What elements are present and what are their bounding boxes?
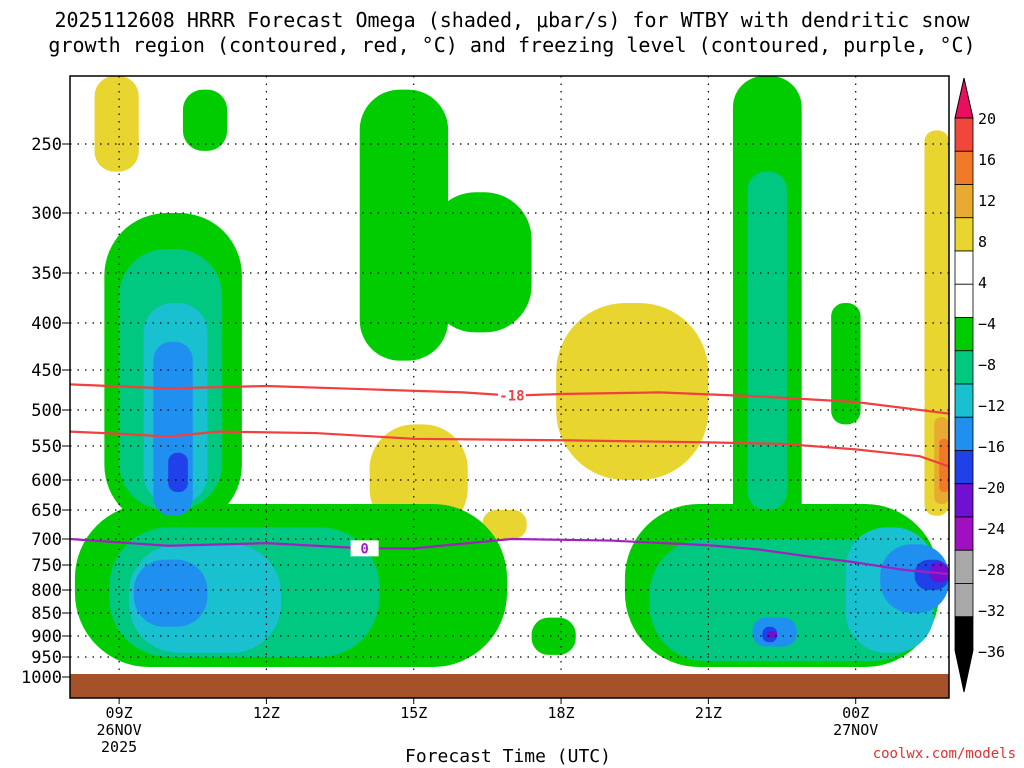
colorbar-box-9 <box>954 416 974 451</box>
colorbar-label-8: −16 <box>978 438 1005 456</box>
colorbar-label-6: −8 <box>978 356 996 374</box>
x-tick-date-09Z: 26NOV <box>97 721 142 739</box>
x-tick-label-12Z: 12Z <box>253 704 280 722</box>
y-tick-label-400: 400 <box>31 314 62 334</box>
omega-region-neg4-5 <box>182 89 228 151</box>
y-tick-label-900: 900 <box>31 627 62 647</box>
x-tick-label-00Z: 00Z <box>842 704 869 722</box>
omega-region-4-4 <box>924 130 949 410</box>
colorbar-box-0 <box>954 117 974 152</box>
contour-label-freezing-level: 0 <box>360 541 368 557</box>
x-tick-label-15Z: 15Z <box>400 704 427 722</box>
colorbar-label-1: 16 <box>978 151 996 169</box>
y-tick-label-650: 650 <box>31 501 62 521</box>
omega-region-4-2 <box>482 510 527 539</box>
colorbar-box-10 <box>954 450 974 485</box>
y-tick-label-600: 600 <box>31 471 62 491</box>
y-tick-label-350: 350 <box>31 264 62 284</box>
y-tick-label-550: 550 <box>31 437 62 457</box>
omega-shading <box>74 76 949 667</box>
y-tick-label-300: 300 <box>31 204 62 224</box>
colorbar-box-6 <box>954 317 974 352</box>
y-tick-label-1000: 1000 <box>21 668 62 688</box>
omega-region-neg4-6 <box>359 89 449 361</box>
colorbar-box-8 <box>954 383 974 418</box>
colorbar-label-12: −32 <box>978 602 1005 620</box>
colorbar-label-5: −4 <box>978 315 996 333</box>
x-tick-label-09Z: 09Z <box>106 704 133 722</box>
omega-region-neg4-10 <box>531 617 576 655</box>
chart-title: 2025112608 HRRR Forecast Omega (shaded, … <box>0 8 1024 58</box>
y-tick-label-500: 500 <box>31 401 62 421</box>
colorbar-box-4 <box>954 250 974 285</box>
plot-frame <box>69 75 950 699</box>
omega-region-4-3 <box>556 303 709 480</box>
colorbar-box-3 <box>954 217 974 252</box>
omega-region-neg4-12 <box>831 303 861 425</box>
colorbar-box-14 <box>954 583 974 618</box>
colorbar-label-3: 8 <box>978 233 987 251</box>
y-tick-label-450: 450 <box>31 361 62 381</box>
x-tick-date-00Z: 27NOV <box>833 721 878 739</box>
colorbar-box-7 <box>954 350 974 385</box>
x-tick-label-21Z: 21Z <box>695 704 722 722</box>
y-tick-label-700: 700 <box>31 530 62 550</box>
colorbar-label-2: 12 <box>978 192 996 210</box>
colorbar-top-arrow <box>954 77 974 119</box>
title-line-1: 2025112608 HRRR Forecast Omega (shaded, … <box>54 8 970 32</box>
colorbar-bottom-arrow <box>954 649 974 693</box>
colorbar-label-4: 4 <box>978 274 987 292</box>
y-tick-label-950: 950 <box>31 648 62 668</box>
colorbar-label-11: −28 <box>978 561 1005 579</box>
ground-terrain <box>70 674 949 698</box>
colorbar-box-13 <box>954 549 974 584</box>
contour-label-dendritic-upper: -18 <box>499 389 524 405</box>
colorbar-box-5 <box>954 283 974 318</box>
y-axis: 250 300 350 400 450 500 550 600 650 700 750 800 850 9… <box>21 135 70 688</box>
colorbar-box-15 <box>954 616 974 651</box>
y-tick-label-850: 850 <box>31 604 62 624</box>
colorbar-label-7: −12 <box>978 397 1005 415</box>
contour-label-bg-dendritic-upper <box>497 387 526 404</box>
y-tick-label-800: 800 <box>31 581 62 601</box>
credit-text: coolwx.com/models <box>872 746 1016 762</box>
omega-region-neg24-28 <box>767 631 778 639</box>
contour-lines: -18 0 <box>70 383 949 576</box>
y-tick-label-250: 250 <box>31 135 62 155</box>
colorbar: 20 16 12 8 4 −4 −8 −12 −16 −20 −24 −28 −32 −36 <box>954 77 1005 693</box>
grid-lines <box>70 76 949 698</box>
title-line-2: growth region (contoured, red, °C) and f… <box>48 33 976 57</box>
x-tick-year-09Z: 2025 <box>101 738 137 756</box>
ground-layer <box>70 674 949 698</box>
omega-region-neg8-16 <box>747 171 787 510</box>
x-axis-label: Forecast Time (UTC) <box>405 746 611 767</box>
colorbar-label-9: −20 <box>978 479 1005 497</box>
contour-dendritic-lower <box>70 430 949 468</box>
colorbar-box-2 <box>954 184 974 219</box>
omega-region-neg20-25 <box>168 452 188 492</box>
omega-region-4-0 <box>94 76 139 172</box>
x-tick-label-18Z: 18Z <box>548 704 575 722</box>
colorbar-box-11 <box>954 483 974 518</box>
omega-region-neg4-7 <box>428 192 532 333</box>
colorbar-label-13: −36 <box>978 643 1005 661</box>
contour-label-bg-freezing-level <box>350 540 379 557</box>
colorbar-box-12 <box>954 516 974 551</box>
colorbar-label-10: −24 <box>978 520 1005 538</box>
contour-freezing-level <box>70 537 949 576</box>
y-tick-label-750: 750 <box>31 556 62 576</box>
colorbar-box-1 <box>954 150 974 185</box>
omega-region-neg16-22 <box>133 559 208 627</box>
colorbar-label-0: 20 <box>978 110 996 128</box>
